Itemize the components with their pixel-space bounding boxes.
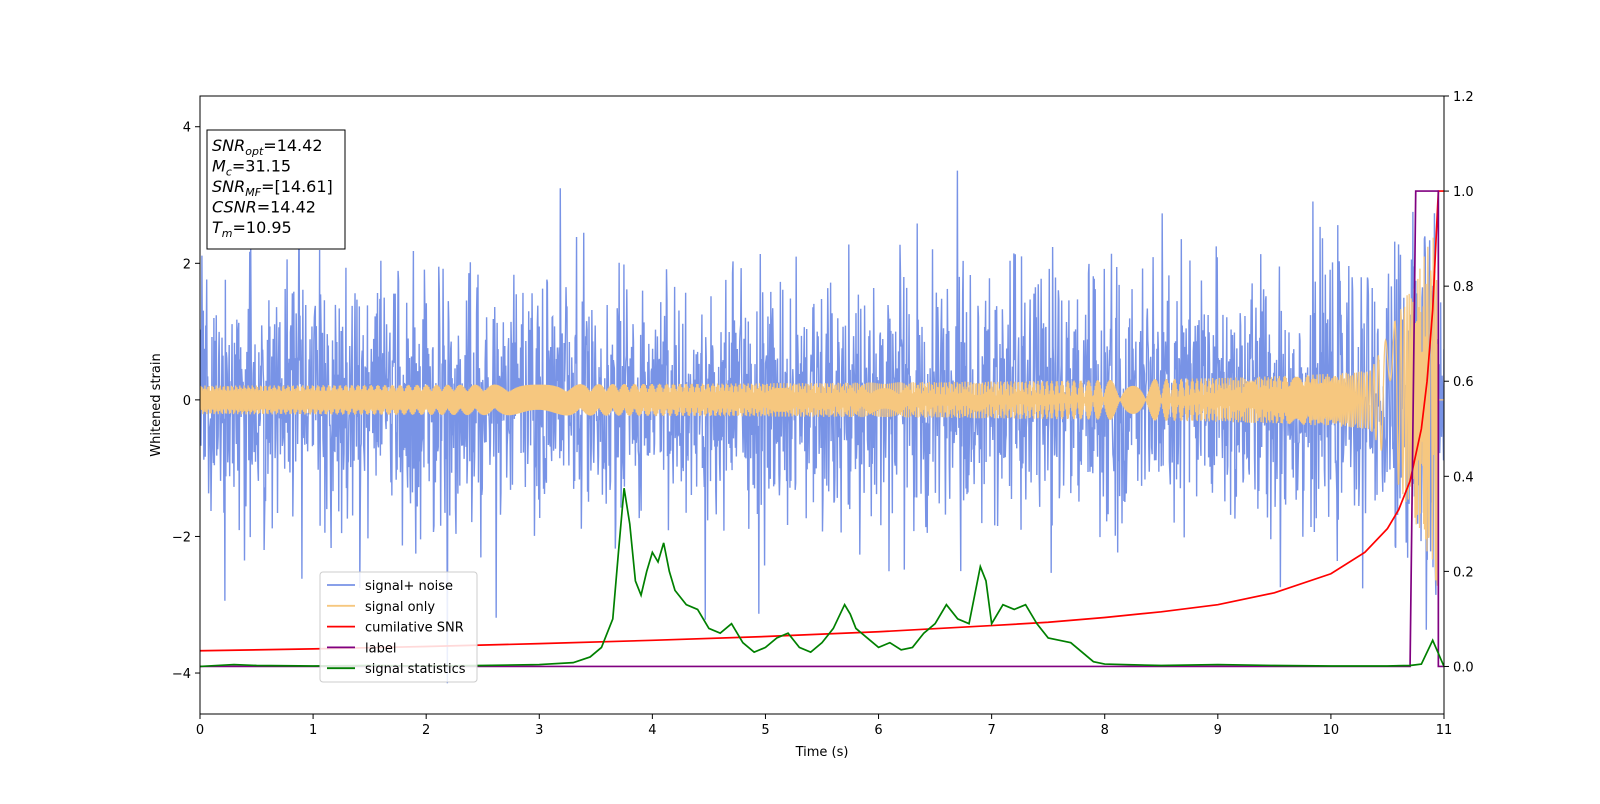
y2-tick-label: 0.8: [1453, 280, 1474, 295]
series-signal-only: [200, 237, 1444, 586]
y2-tick-label: 0.6: [1453, 375, 1474, 390]
series-cumulative-snr: [200, 190, 1444, 652]
annotation-frame: [206, 129, 346, 250]
x-tick-label: 5: [761, 723, 769, 738]
x-tick-label: 4: [648, 723, 656, 738]
x-tick-label: 2: [422, 723, 430, 738]
x-tick-label: 1: [309, 723, 317, 738]
y-tick-label: −4: [172, 667, 191, 682]
annotation-line: Tm=10.95: [212, 218, 292, 240]
y-axis-label: Whitened strain: [149, 353, 164, 456]
x-tick-label: 0: [196, 723, 204, 738]
series-layer: [200, 170, 1444, 684]
annotation-box: SNRopt=14.42Mc=31.15SNRMF=[14.61]CSNR=14…: [206, 129, 346, 250]
y2-tick-label: 1.0: [1453, 185, 1474, 200]
legend-label: cumilative SNR: [365, 621, 464, 636]
legend-label: signal+ noise: [365, 579, 453, 594]
x-tick-label: 6: [874, 723, 882, 738]
series-signal-statistics: [200, 488, 1444, 668]
legend: signal+ noise signal only cumilative SNR la…: [319, 571, 478, 683]
x-tick-label: 7: [987, 723, 995, 738]
y-tick-label: 2: [183, 257, 191, 272]
x-axis-label: Time (s): [795, 745, 849, 760]
y2-tick-label: 0.2: [1453, 565, 1474, 580]
y-tick-label: 0: [183, 394, 191, 409]
annotation-line: SNRopt=14.42: [212, 136, 323, 158]
legend-label: signal statistics: [365, 662, 466, 677]
x-tick-label: 9: [1214, 723, 1222, 738]
x-tick-label: 3: [535, 723, 543, 738]
legend-label: signal only: [365, 600, 435, 615]
series-label: [200, 190, 1444, 668]
ticks-layer: 0 1 2 3 4 5 6 7 8 9 10 11 4 2 0 −2 −4 1.2 1.0 0.8 0.6 0.4 0.2 0…: [172, 90, 1474, 738]
plot-frame: [199, 95, 1445, 715]
legend-label: label: [365, 641, 396, 656]
legend-frame: [319, 571, 478, 683]
x-tick-label: 8: [1101, 723, 1109, 738]
y2-tick-label: 0.0: [1453, 660, 1474, 675]
annotation-line: CSNR=14.42: [212, 198, 316, 217]
annotation-line: SNRMF=[14.61]: [212, 177, 333, 199]
y2-tick-label: 0.4: [1453, 470, 1474, 485]
y2-tick-label: 1.2: [1453, 90, 1474, 105]
x-tick-label: 11: [1436, 723, 1453, 738]
y-tick-label: 4: [183, 121, 191, 136]
x-tick-label: 10: [1323, 723, 1340, 738]
annotation-line: Mc=31.15: [212, 157, 291, 179]
y-tick-label: −2: [172, 530, 191, 545]
